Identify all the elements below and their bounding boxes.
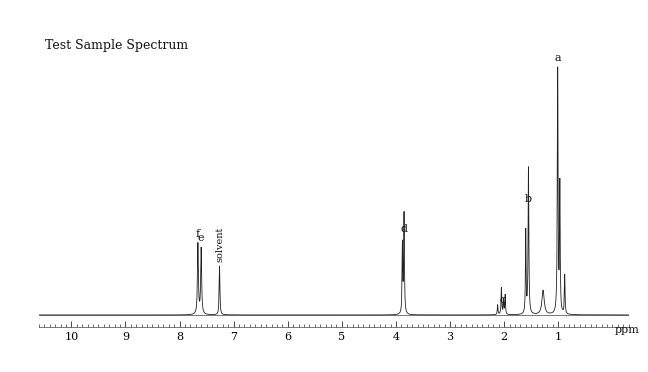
Text: c: c — [500, 295, 505, 305]
Text: a: a — [555, 53, 561, 63]
Text: e: e — [198, 234, 204, 243]
Text: Test Sample Spectrum: Test Sample Spectrum — [45, 39, 188, 52]
Text: ppm: ppm — [615, 325, 640, 335]
Text: b: b — [525, 193, 532, 203]
Text: d: d — [400, 224, 408, 234]
Text: solvent: solvent — [215, 227, 224, 262]
Text: f: f — [196, 229, 200, 239]
